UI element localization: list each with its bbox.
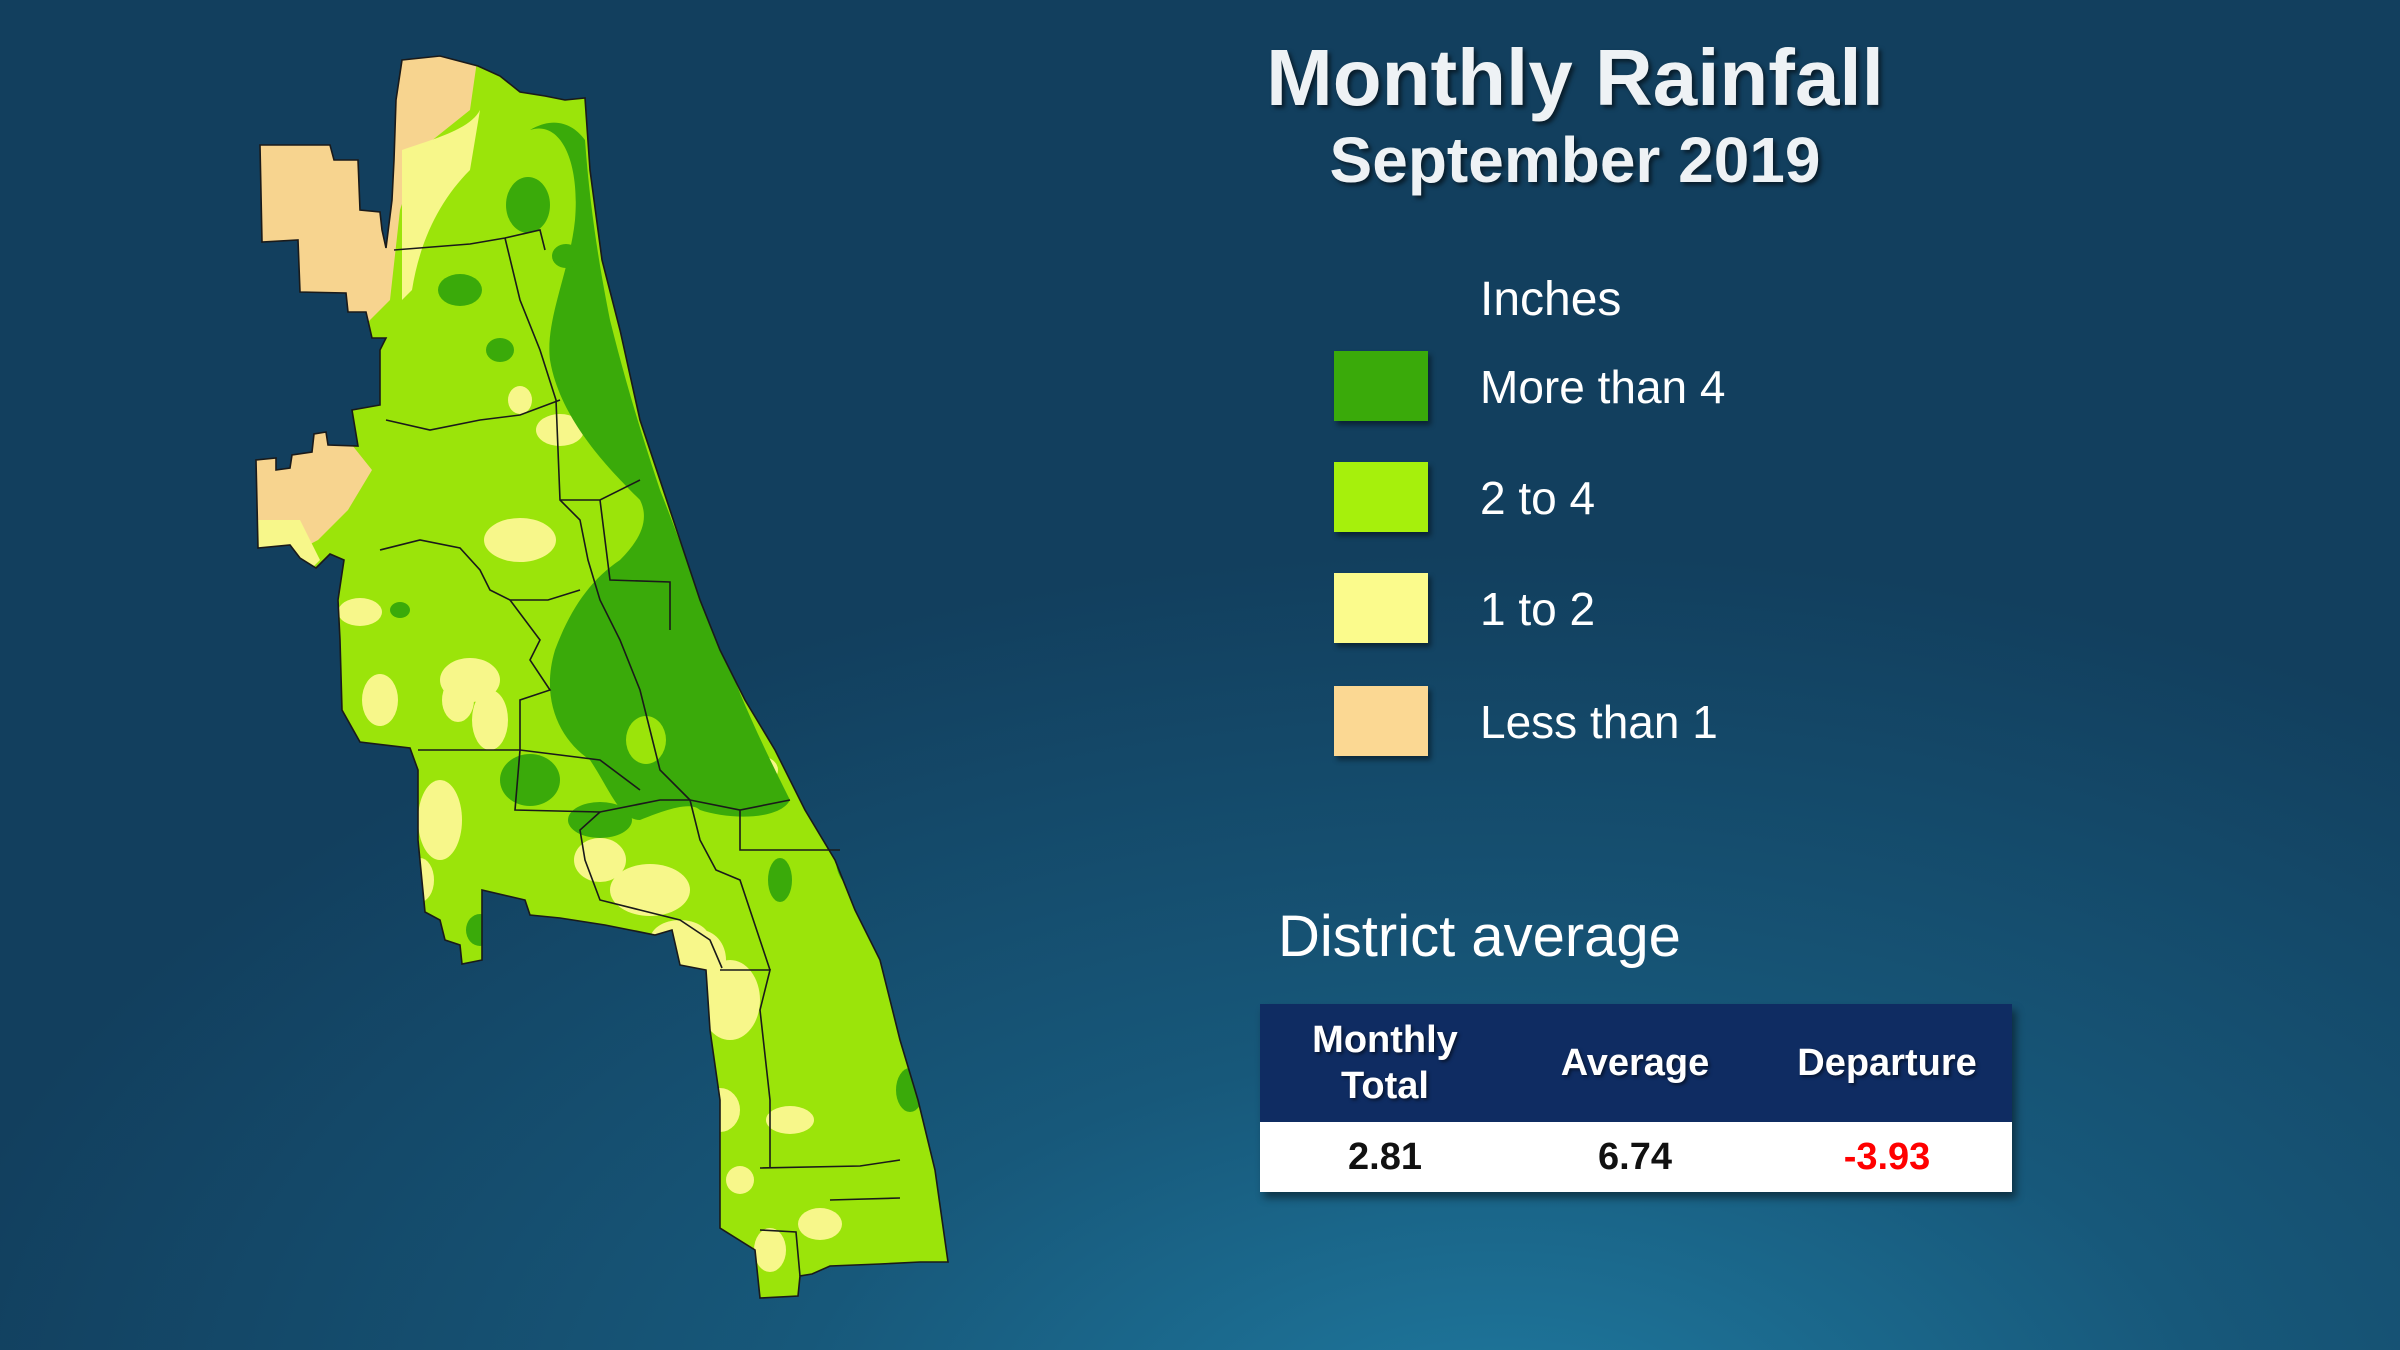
legend-swatch xyxy=(1334,351,1428,421)
legend-label: Less than 1 xyxy=(1480,696,1718,748)
map-subtitle: September 2019 xyxy=(1329,124,1821,196)
cell-average: 6.74 xyxy=(1598,1135,1672,1178)
legend-swatch xyxy=(1334,573,1428,643)
district-average-table: Monthly Total Average Departure 2.81 6.7… xyxy=(1260,1004,2012,1192)
legend-swatch xyxy=(1334,462,1428,532)
rainfall-map xyxy=(255,55,949,1299)
table-row: 2.81 6.74 -3.93 xyxy=(1260,1122,2012,1192)
legend-label: More than 4 xyxy=(1480,361,1726,413)
map-title: Monthly Rainfall xyxy=(1266,33,1884,122)
district-average-heading: District average xyxy=(1278,904,1681,969)
column-header-average: Average xyxy=(1560,1042,1710,1084)
column-header-departure: Departure xyxy=(1797,1042,1977,1084)
cell-monthly-total: 2.81 xyxy=(1348,1135,1422,1178)
legend-swatch xyxy=(1334,686,1428,756)
cell-departure: -3.93 xyxy=(1843,1135,1931,1178)
legend-title: Inches xyxy=(1480,273,1622,326)
table-header-row: Monthly Total Average Departure xyxy=(1260,1004,2012,1122)
column-header-monthly-total: Monthly Total xyxy=(1312,1019,1458,1107)
legend-label: 2 to 4 xyxy=(1480,472,1596,524)
legend-label: 1 to 2 xyxy=(1480,583,1596,635)
